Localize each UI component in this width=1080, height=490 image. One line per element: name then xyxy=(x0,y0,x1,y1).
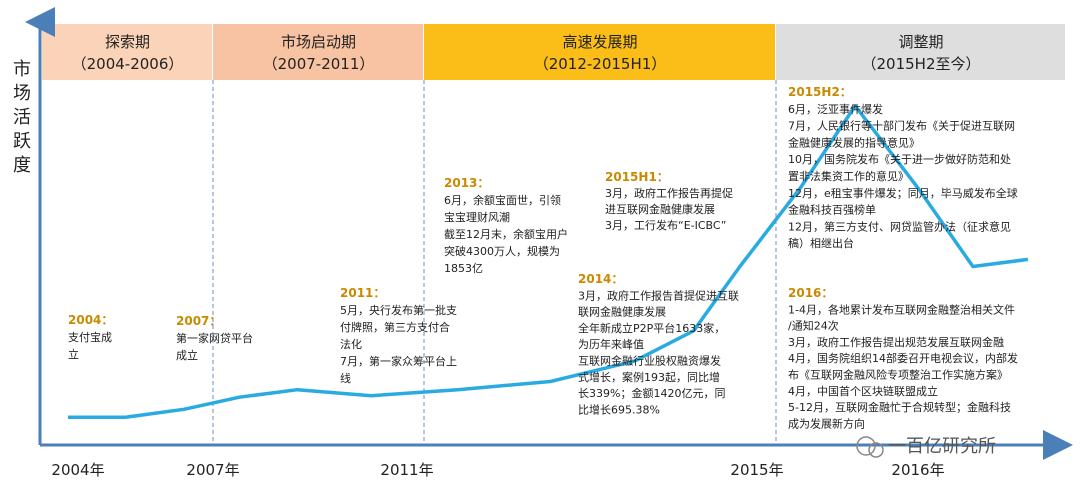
annotation-line: 成为发展新方向 xyxy=(788,416,865,430)
annotation-line: 6月，泛亚事件爆发 xyxy=(788,102,883,116)
annotation-title: 2011： xyxy=(340,286,385,300)
annotation-title: 2007： xyxy=(176,314,221,328)
phase-band-4 xyxy=(776,24,1065,80)
wechat-icon-inner xyxy=(868,442,884,458)
wechat-icon xyxy=(856,436,876,456)
annotation-line: 法化 xyxy=(340,337,362,351)
phase-range-4: （2015H2至今） xyxy=(862,55,981,73)
phase-band-2 xyxy=(213,24,423,80)
annotation-line: 布《互联网金融风险专项整治工作实施方案》 xyxy=(788,368,1008,382)
x-tick-5: 2016年 xyxy=(891,461,944,479)
annotation-line: 金融科技百强榜单 xyxy=(788,203,876,217)
annotation-5: 2014： 3月，政府工作报告首提促进互联联网金融健康发展全年新成立P2P平台16… xyxy=(578,272,739,416)
annotation-line: 6月，余额宝面世，引领 xyxy=(444,193,561,207)
annotation-line: 长339%；金额1420亿元，同 xyxy=(578,386,725,400)
annotation-line: 全年新成立P2P平台1633家， xyxy=(578,321,725,335)
x-tick-2: 2007年 xyxy=(186,461,239,479)
annotation-line: 线 xyxy=(340,371,351,385)
annotation-line: 3月，工行发布“E-ICBC” xyxy=(605,218,726,232)
annotation-line: 式增长，案例193起，同比增 xyxy=(578,370,720,384)
annotation-title: 2014： xyxy=(578,272,623,286)
annotation-line: 1-4月，各地累计发布互联网金融整治相关文件 xyxy=(788,302,1015,316)
annotation-line: 付牌照，第三方支付合 xyxy=(340,320,450,334)
annotation-4: 2013： 6月，余额宝面世，引领宝宝理财风潮截至12月末，余额宝用户突破4300… xyxy=(444,176,568,275)
annotation-line: 金融健康发展的指导意见》 xyxy=(788,135,920,149)
x-tick-4: 2015年 xyxy=(730,461,783,479)
annotation-title: 2015H2： xyxy=(788,85,852,99)
annotation-title: 2004： xyxy=(68,313,113,327)
x-tick-1: 2004年 xyxy=(51,461,104,479)
annotation-line: 第一家网贷平台 xyxy=(176,331,253,345)
annotation-line: 10月，国务院发布《关于进一步做好防范和处 xyxy=(788,152,1011,166)
x-tick-3: 2011年 xyxy=(380,461,433,479)
annotation-line: 立 xyxy=(68,347,79,361)
annotation-line: 1853亿 xyxy=(444,262,483,275)
watermark: 一百亿研究所 xyxy=(856,436,996,458)
annotation-line: 5-12月，互联网金融忙于合规转型；金融科技 xyxy=(788,400,1011,414)
annotation-line: 3月，政府工作报告首提促进互联 xyxy=(578,288,739,302)
phase-range-1: （2004-2006） xyxy=(72,55,184,73)
annotation-line: 突破4300万人，规模为 xyxy=(444,244,560,258)
x-tick-labels: 2004年 2007年 2011年 2015年 2016年 xyxy=(51,461,944,479)
annotation-line: 4月，国务院组织14部委召开电视会议，内部发 xyxy=(788,351,1018,365)
annotation-line: /通知24次 xyxy=(788,319,839,333)
annotation-line: 为历年来峰值 xyxy=(578,337,644,351)
annotation-line: 联网金融健康发展 xyxy=(578,305,666,319)
annotation-title: 2016： xyxy=(788,286,833,300)
watermark-text: 一百亿研究所 xyxy=(888,436,996,457)
annotation-line: 4月，中国首个区块链联盟成立 xyxy=(788,384,938,398)
annotation-line: 稿）相继出台 xyxy=(788,236,854,250)
annotation-line: 支付宝成 xyxy=(68,330,112,344)
phase-name-1: 探索期 xyxy=(105,33,150,51)
annotation-title: 2013： xyxy=(444,176,489,190)
annotation-line: 置非法集资工作的意见》 xyxy=(788,169,909,183)
annotation-line: 12月，e租宝事件爆发；同月，毕马威发布全球 xyxy=(788,186,1018,200)
annotation-line: 宝宝理财风潮 xyxy=(444,210,510,224)
annotation-line: 比增长695.38% xyxy=(578,402,660,416)
annotation-line: 7月，第一家众筹平台上 xyxy=(340,354,457,368)
y-axis-label: 市场活跃度 xyxy=(13,59,31,176)
annotation-line: 12月，第三方支付、网贷监管办法（征求意见 xyxy=(788,219,1011,233)
annotation-line: 5月，央行发布第一批支 xyxy=(340,303,457,317)
annotation-line: 截至12月末，余额宝用户 xyxy=(444,227,568,241)
annotation-line: 7月，人民银行等十部门发布《关于促进互联网 xyxy=(788,119,1015,133)
phase-range-3: （2012-2015H1） xyxy=(534,55,667,73)
phase-header: 探索期 （2004-2006） 市场启动期 （2007-2011） 高速发展期 （2012… xyxy=(42,24,1065,80)
phase-name-2: 市场启动期 xyxy=(281,33,356,51)
phase-name-3: 高速发展期 xyxy=(562,33,637,51)
phase-name-4: 调整期 xyxy=(898,33,943,51)
phase-band-1 xyxy=(42,24,212,80)
annotation-line: 3月，政府工作报告再提促 xyxy=(605,186,733,200)
annotation-7: 2015H2： 6月，泛亚事件爆发 7月，人民银行等十部门发布《关于促进互联网金融健… xyxy=(788,85,1018,250)
annotation-title: 2015H1： xyxy=(605,170,669,184)
annotation-8: 2016： 1-4月，各地累计发布互联网金融整治相关文件/通知24次 3月，政府工作… xyxy=(788,286,1018,430)
annotation-line: 进互联网金融健康发展 xyxy=(605,202,715,216)
phase-band-3 xyxy=(424,24,775,80)
activity-series-line xyxy=(68,104,1029,419)
annotation-line: 成立 xyxy=(176,348,198,362)
phase-separators xyxy=(212,80,777,445)
annotation-line: 互联网金融行业股权融资爆发 xyxy=(578,354,721,368)
annotation-line: 3月，政府工作报告提出规范发展互联网金融 xyxy=(788,335,1004,349)
phase-range-2: （2007-2011） xyxy=(263,55,375,73)
